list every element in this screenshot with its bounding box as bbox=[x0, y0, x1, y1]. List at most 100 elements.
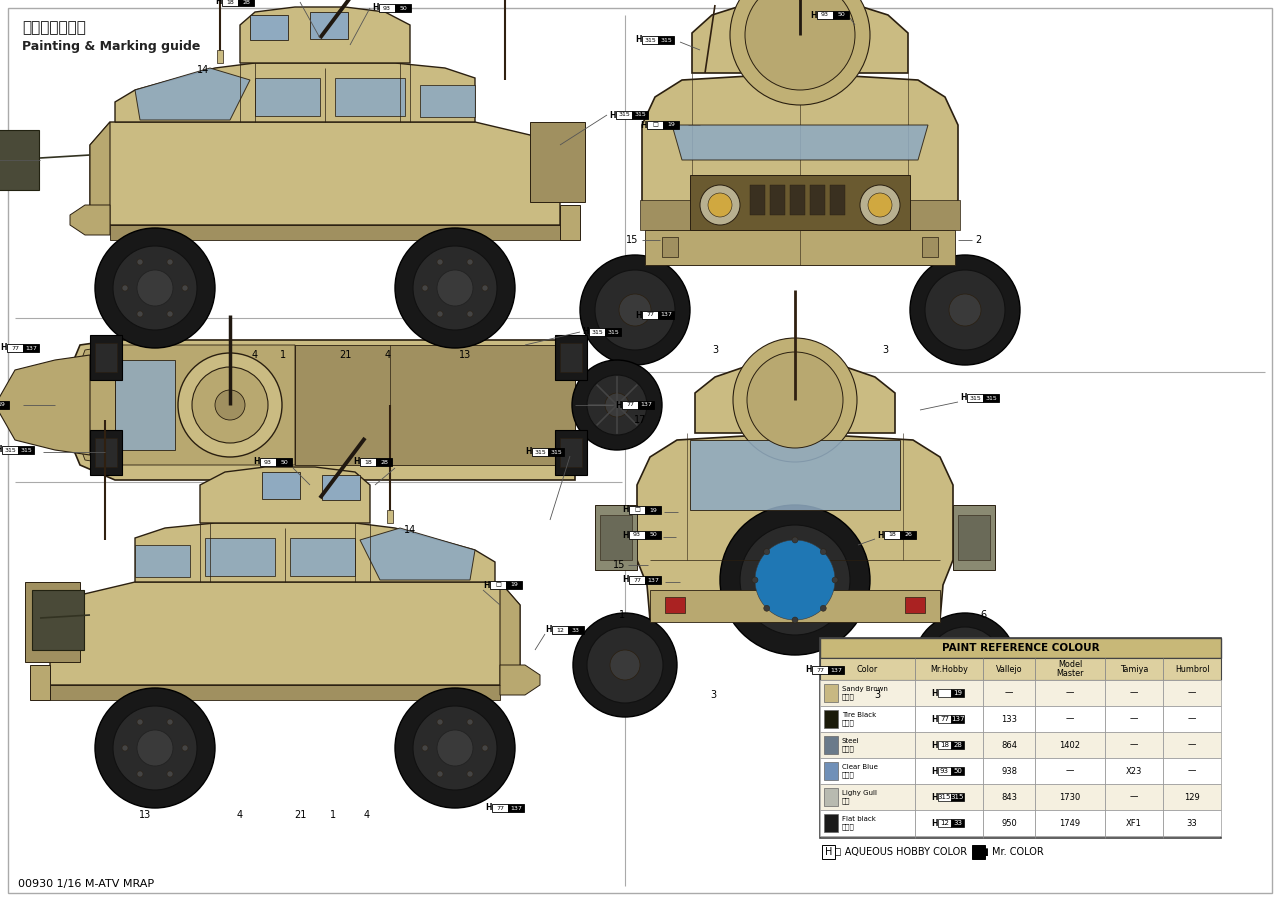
Text: 33: 33 bbox=[572, 627, 580, 633]
Text: H: H bbox=[877, 531, 883, 540]
Bar bbox=[291, 538, 355, 576]
Bar bbox=[556, 335, 588, 380]
Text: H: H bbox=[824, 847, 832, 857]
Circle shape bbox=[467, 311, 474, 317]
Text: 137: 137 bbox=[951, 716, 964, 722]
Bar bbox=[387, 510, 393, 523]
Polygon shape bbox=[500, 582, 520, 685]
Text: 13: 13 bbox=[458, 350, 471, 360]
Text: H: H bbox=[582, 327, 589, 336]
Text: 19: 19 bbox=[954, 690, 963, 696]
Text: Tamiya: Tamiya bbox=[1120, 665, 1148, 674]
Polygon shape bbox=[0, 355, 90, 455]
Bar bbox=[250, 15, 288, 40]
Circle shape bbox=[396, 688, 515, 808]
Text: 137: 137 bbox=[829, 668, 842, 672]
Text: —: — bbox=[1005, 688, 1014, 697]
Polygon shape bbox=[561, 205, 580, 240]
Bar bbox=[276, 458, 292, 466]
Text: 18: 18 bbox=[364, 460, 372, 465]
Text: H: H bbox=[931, 767, 937, 776]
Text: 1749: 1749 bbox=[1060, 818, 1080, 827]
Text: □: □ bbox=[495, 583, 500, 587]
Circle shape bbox=[605, 393, 628, 417]
Circle shape bbox=[588, 627, 663, 703]
Text: 4: 4 bbox=[364, 810, 370, 820]
Bar bbox=[817, 11, 833, 19]
Bar bbox=[820, 810, 1221, 836]
Bar bbox=[650, 590, 940, 622]
Bar bbox=[938, 767, 951, 775]
Bar bbox=[255, 78, 320, 116]
Bar bbox=[552, 626, 568, 634]
Text: 4: 4 bbox=[237, 810, 243, 820]
Text: 21: 21 bbox=[339, 350, 351, 360]
Bar bbox=[335, 78, 404, 116]
Text: Steel
蓝铁色: Steel 蓝铁色 bbox=[842, 739, 860, 751]
Bar bbox=[938, 715, 951, 723]
Text: 50: 50 bbox=[399, 5, 407, 11]
Text: 3: 3 bbox=[710, 690, 716, 700]
Bar bbox=[0, 401, 9, 409]
Circle shape bbox=[166, 259, 173, 265]
Bar bbox=[221, 0, 238, 6]
Polygon shape bbox=[65, 345, 294, 465]
Text: 12: 12 bbox=[940, 820, 948, 826]
Bar bbox=[379, 4, 396, 12]
Bar bbox=[640, 200, 960, 230]
Text: H: H bbox=[960, 394, 966, 403]
Bar bbox=[824, 788, 838, 806]
Text: 315: 315 bbox=[534, 450, 545, 454]
Circle shape bbox=[733, 338, 858, 462]
Circle shape bbox=[745, 0, 855, 90]
Bar bbox=[490, 581, 506, 589]
Circle shape bbox=[95, 228, 215, 348]
Text: 315: 315 bbox=[986, 396, 997, 401]
Text: Color: Color bbox=[856, 665, 878, 674]
Bar bbox=[26, 582, 79, 662]
Circle shape bbox=[413, 706, 497, 790]
Text: H: H bbox=[609, 111, 616, 120]
Text: 133: 133 bbox=[1001, 714, 1018, 724]
Bar bbox=[951, 715, 964, 723]
Bar bbox=[32, 590, 84, 650]
Bar bbox=[420, 85, 475, 117]
Bar bbox=[95, 438, 116, 467]
Text: 4: 4 bbox=[385, 350, 392, 360]
Bar bbox=[690, 175, 910, 230]
Bar bbox=[506, 581, 522, 589]
Bar bbox=[663, 121, 678, 129]
Text: PAINT REFERENCE COLOUR: PAINT REFERENCE COLOUR bbox=[942, 643, 1100, 653]
Text: 19: 19 bbox=[509, 583, 518, 587]
Polygon shape bbox=[29, 665, 50, 700]
Circle shape bbox=[948, 294, 980, 326]
Text: 28: 28 bbox=[242, 0, 250, 5]
Bar bbox=[951, 689, 964, 697]
Circle shape bbox=[137, 771, 143, 777]
Text: —: — bbox=[1066, 688, 1074, 697]
Bar bbox=[205, 538, 275, 576]
Bar bbox=[532, 448, 548, 456]
Bar bbox=[790, 185, 805, 215]
Text: 315: 315 bbox=[20, 448, 32, 452]
Bar bbox=[884, 531, 900, 539]
Text: X23: X23 bbox=[1126, 767, 1142, 776]
Text: 315: 315 bbox=[969, 396, 980, 401]
Text: 315: 315 bbox=[951, 794, 964, 800]
Bar bbox=[938, 741, 951, 749]
Bar bbox=[376, 458, 392, 466]
Text: 315: 315 bbox=[644, 38, 655, 42]
Circle shape bbox=[913, 613, 1018, 717]
Text: H: H bbox=[0, 445, 1, 454]
Circle shape bbox=[719, 505, 870, 655]
Circle shape bbox=[860, 185, 900, 225]
Text: XF1: XF1 bbox=[1126, 818, 1142, 827]
Text: □: □ bbox=[652, 123, 658, 128]
Text: 315: 315 bbox=[660, 38, 672, 42]
Text: 28: 28 bbox=[954, 742, 963, 748]
Text: 950: 950 bbox=[1001, 818, 1016, 827]
Circle shape bbox=[178, 353, 282, 457]
Text: 涂装同标贴指示: 涂装同标贴指示 bbox=[22, 20, 86, 35]
Bar bbox=[530, 122, 585, 202]
Text: H: H bbox=[0, 343, 6, 352]
